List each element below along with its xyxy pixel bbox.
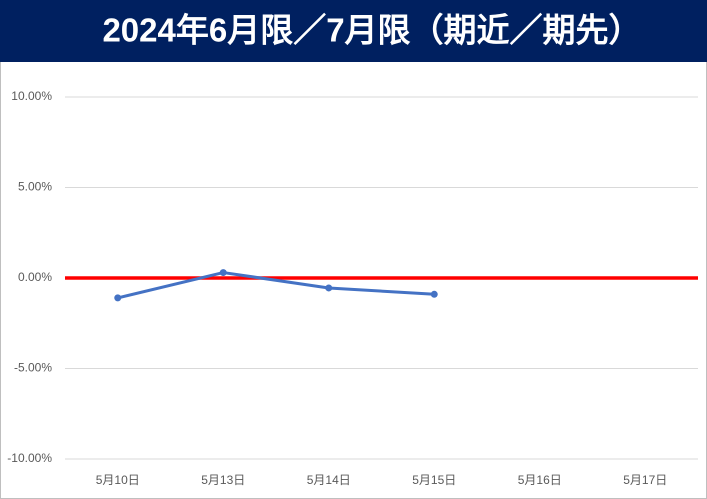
- x-tick-label: 5月16日: [518, 473, 562, 487]
- chart-title: 2024年6月限／7月限（期近／期先）: [102, 12, 641, 49]
- y-tick-label: 5.00%: [18, 180, 52, 194]
- data-line: [117, 271, 435, 300]
- x-tick-label: 5月17日: [623, 473, 667, 487]
- x-tick-label: 5月15日: [412, 473, 456, 487]
- x-tick-label: 5月13日: [201, 473, 245, 487]
- x-tick-label: 5月10日: [96, 473, 140, 487]
- y-tick-label: -10.00%: [7, 451, 52, 465]
- x-tick-label: 5月14日: [307, 473, 351, 487]
- y-tick-label: -5.00%: [14, 361, 52, 375]
- data-point: [325, 284, 333, 292]
- y-tick-label: 0.00%: [18, 270, 52, 284]
- title-banner: [0, 0, 707, 62]
- data-point: [430, 290, 438, 298]
- data-point: [114, 294, 122, 302]
- data-point: [219, 269, 227, 277]
- y-tick-label: 10.00%: [11, 89, 52, 103]
